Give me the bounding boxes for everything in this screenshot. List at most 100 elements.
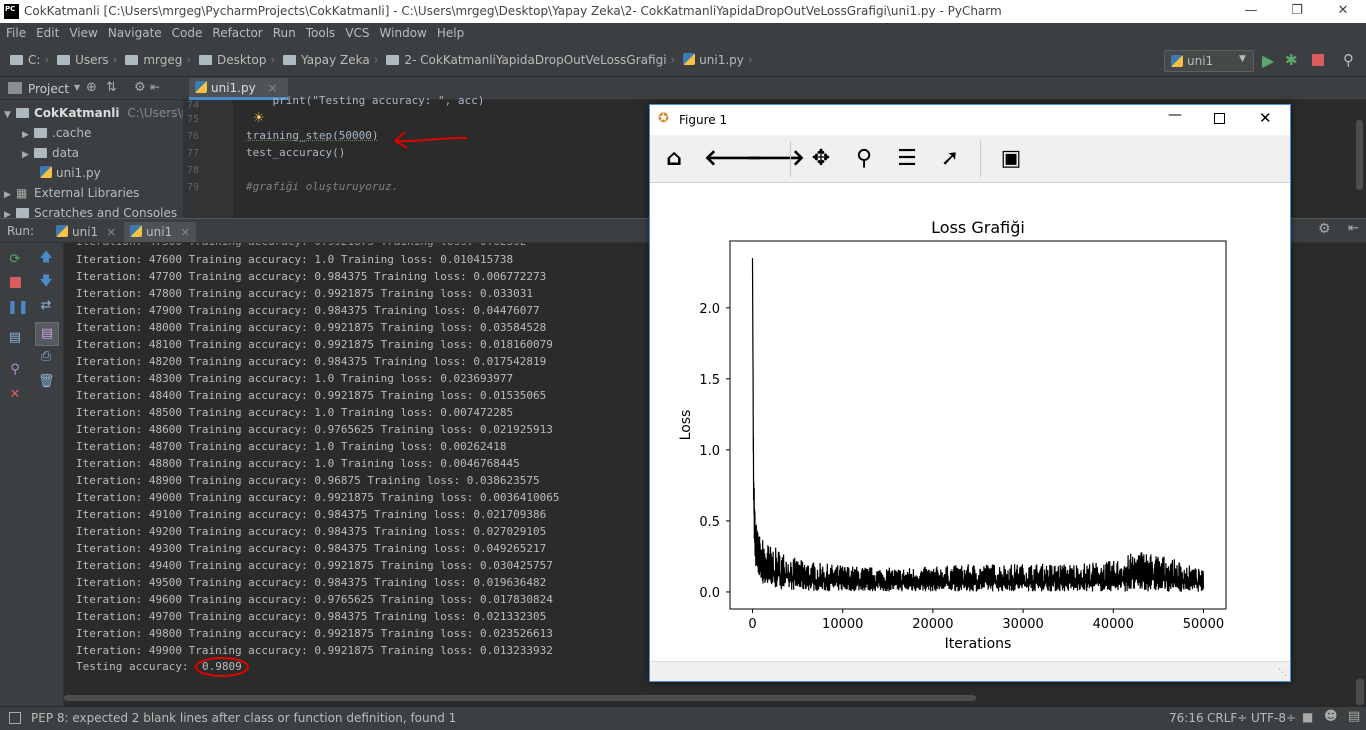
tree-item[interactable]: uni1.py: [40, 163, 101, 183]
restore-icon[interactable]: ❐: [1291, 3, 1303, 18]
navigation-bar: C: › Users › mrgeg › Desktop › Yapay Zeka › 2…: [0, 45, 1366, 77]
breadcrumb-item[interactable]: 2- CokKatmanliYapidaDropOutVeLossGrafigi: [404, 53, 667, 67]
menu-refactor[interactable]: Refactor: [212, 26, 263, 40]
home-icon[interactable]: ⌂: [666, 146, 682, 171]
minimize-icon[interactable]: —: [1168, 107, 1182, 123]
python-file-icon: [130, 225, 142, 237]
tree-item-scratches[interactable]: ▶ Scratches and Consoles: [4, 203, 177, 218]
tree-root[interactable]: ▼ CokKatmanli C:\Users\mrg: [4, 103, 183, 123]
lock-icon[interactable]: ■: [1302, 710, 1314, 724]
breadcrumb-item[interactable]: C:: [28, 53, 41, 67]
console-hscrollbar[interactable]: [64, 694, 976, 702]
gear-icon[interactable]: ⚙: [1318, 221, 1331, 237]
x-tick-label: 50000: [1183, 617, 1224, 632]
hide-panel-icon[interactable]: ⇤: [1348, 221, 1359, 236]
console-vscrollbar[interactable]: [1356, 679, 1364, 705]
menu-view[interactable]: View: [69, 26, 98, 40]
search-everywhere-icon[interactable]: ⚲: [1343, 51, 1354, 69]
pause-icon[interactable]: ❚❚: [7, 300, 29, 315]
plot-area[interactable]: Loss Grafiği 0 10000 20000 30000 40000 50000 0.…: [650, 183, 1290, 661]
cursor-position[interactable]: 76:16: [1169, 711, 1204, 725]
run-label: Run:: [7, 224, 35, 238]
run-icon[interactable]: ▶: [1262, 51, 1275, 70]
back-icon[interactable]: 🡐: [704, 146, 763, 171]
x-axis-label: Iterations: [945, 636, 1012, 652]
down-arrow-icon[interactable]: 🡇: [39, 274, 53, 289]
console-line: Iteration: 48300 Training accuracy: 1.0 …: [76, 372, 514, 385]
menu-run[interactable]: Run: [272, 26, 296, 40]
inspector-icon[interactable]: ☻: [1324, 709, 1338, 724]
y-tick-label: 1.5: [699, 373, 720, 388]
stop-icon[interactable]: [7, 277, 23, 291]
tree-item[interactable]: ▶ .cache: [22, 123, 91, 143]
rerun-icon[interactable]: ⟳: [9, 252, 21, 267]
layout-icon[interactable]: ▤: [8, 330, 22, 345]
save-icon[interactable]: ▣: [1000, 146, 1022, 171]
close-icon[interactable]: ✕: [1259, 109, 1272, 127]
line-separator[interactable]: CRLF÷: [1207, 711, 1248, 725]
console-line: Iteration: 49700 Training accuracy: 0.98…: [76, 610, 547, 623]
python-file-icon: [683, 53, 696, 65]
edit-axes-icon[interactable]: ➚: [940, 146, 960, 171]
gear-icon[interactable]: ⚙: [134, 80, 146, 95]
pan-icon[interactable]: ✥: [811, 146, 831, 171]
scroll-to-end-toggle[interactable]: ▤: [35, 322, 59, 346]
editor-scrollbar[interactable]: [1353, 100, 1366, 218]
run-config-dropdown[interactable]: uni1 ▼: [1164, 50, 1254, 72]
sync-icon[interactable]: ⊕: [86, 80, 97, 95]
stop-icon[interactable]: [1312, 54, 1324, 66]
configure-icon[interactable]: ☰: [897, 146, 917, 171]
run-tab-active[interactable]: uni1 ×: [124, 222, 197, 242]
collapse-icon[interactable]: ⇅: [106, 80, 117, 95]
breadcrumb-item[interactable]: uni1.py: [699, 53, 744, 67]
tool-windows-icon[interactable]: [9, 712, 21, 724]
minimize-icon[interactable]: —: [1244, 3, 1258, 18]
breadcrumb-item[interactable]: Yapay Zeka: [301, 53, 370, 67]
soft-wrap-icon[interactable]: ⇄: [40, 298, 52, 313]
tree-item[interactable]: ▶ data: [22, 143, 79, 163]
forward-icon[interactable]: 🡒: [746, 146, 805, 171]
folder-icon: [10, 55, 23, 65]
menu-window[interactable]: Window: [379, 26, 427, 40]
run-tab[interactable]: uni1 ×: [50, 222, 122, 242]
close-icon[interactable]: ✕: [1337, 3, 1349, 18]
pin-icon[interactable]: ⚲: [10, 362, 20, 377]
close-tab-icon[interactable]: ×: [267, 81, 278, 95]
breadcrumb-item[interactable]: Users: [75, 53, 109, 67]
title-bar: PC CokKatmanli [C:\Users\mrgeg\PycharmPr…: [0, 0, 1366, 23]
close-tab-icon[interactable]: ×: [180, 225, 191, 239]
menu-tools[interactable]: Tools: [305, 26, 336, 40]
breadcrumb-item[interactable]: mrgeg: [143, 53, 183, 67]
print-icon[interactable]: ⎙: [40, 349, 52, 364]
trash-icon[interactable]: 🗑: [38, 374, 55, 389]
event-log-icon[interactable]: ▤: [1348, 709, 1361, 724]
line-gutter: 74 75 76 77 78 79: [183, 100, 233, 218]
close-icon[interactable]: ✕: [9, 387, 21, 402]
axes-frame: [729, 240, 1227, 610]
folder-icon: [125, 55, 139, 65]
zoom-icon[interactable]: ⚲: [855, 146, 873, 171]
y-axis-label: Loss: [678, 410, 694, 441]
hide-panel-icon[interactable]: ⇤: [150, 80, 161, 94]
menu-vcs[interactable]: VCS: [345, 26, 370, 40]
menu-help[interactable]: Help: [436, 26, 465, 40]
folder-icon: [34, 148, 47, 158]
lightbulb-icon[interactable]: ☀: [253, 111, 265, 126]
debug-icon[interactable]: ✱: [1285, 51, 1298, 69]
up-arrow-icon[interactable]: 🡅: [39, 250, 53, 265]
resize-grip-icon[interactable]: ⋱: [1278, 668, 1287, 678]
menu-file[interactable]: File: [6, 26, 27, 40]
breadcrumb-item[interactable]: Desktop: [216, 53, 267, 67]
file-encoding[interactable]: UTF-8÷: [1251, 711, 1297, 725]
menu-navigate[interactable]: Navigate: [107, 26, 162, 40]
menu-edit[interactable]: Edit: [36, 26, 60, 40]
project-view-selector[interactable]: Project: [28, 82, 70, 96]
maximize-icon[interactable]: [1214, 113, 1225, 124]
console-line: Iteration: 48400 Training accuracy: 0.99…: [76, 389, 547, 402]
folder-icon: [57, 55, 71, 65]
menu-code[interactable]: Code: [171, 26, 203, 40]
editor-tab-uni1[interactable]: uni1.py ×: [189, 78, 288, 100]
close-tab-icon[interactable]: ×: [106, 225, 117, 239]
tree-item-external-libraries[interactable]: ▶ ▦ External Libraries: [4, 183, 139, 203]
